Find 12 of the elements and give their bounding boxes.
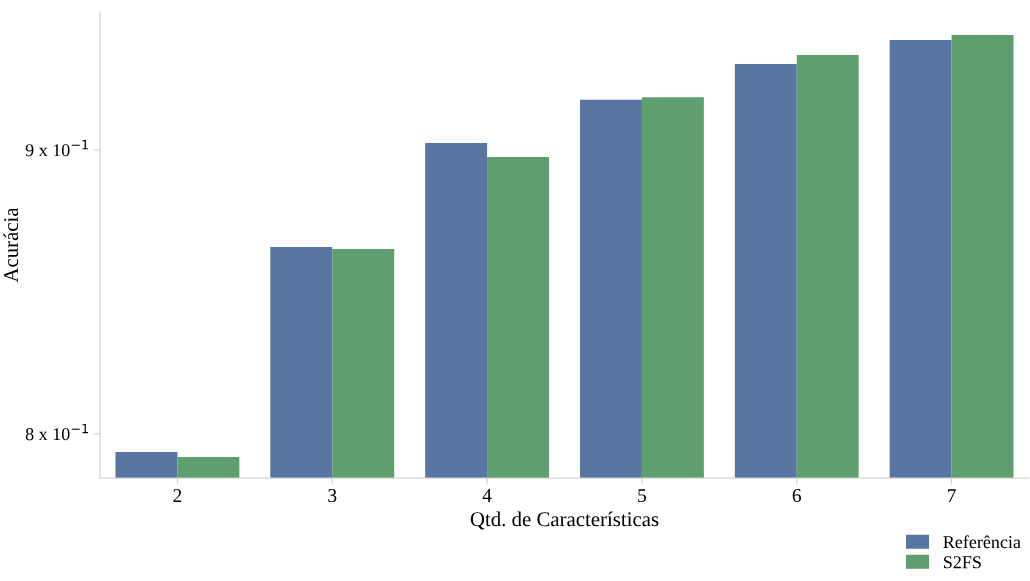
x-tick-label: 6 bbox=[792, 489, 802, 503]
y-axis-title: Acurácia bbox=[3, 207, 19, 283]
x-tick-label: 7 bbox=[948, 489, 956, 502]
x-tick-label: 4 bbox=[482, 489, 492, 502]
y-tick-label: 9 x 10$^{−1}$ bbox=[25, 139, 88, 157]
x-tick-label: 3 bbox=[328, 489, 337, 503]
legend-label: S2FS bbox=[943, 556, 981, 569]
x-tick-label: 5 bbox=[638, 489, 647, 503]
legend-label: Referência bbox=[943, 535, 1021, 549]
x-tick-label: 2 bbox=[173, 489, 182, 502]
y-tick-label: 8 x 10$^{−1}$ bbox=[25, 423, 88, 441]
x-axis-title: Qtd. de Características bbox=[470, 511, 659, 530]
